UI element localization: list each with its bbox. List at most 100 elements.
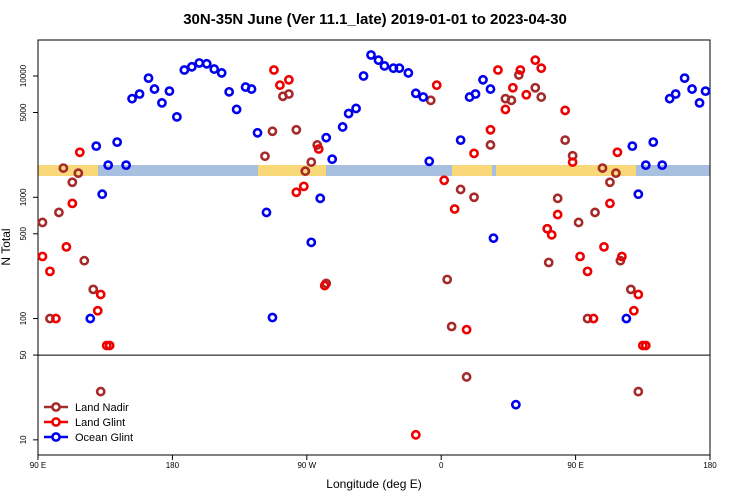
y-tick-label: 10000: [19, 64, 28, 87]
y-tick-label: 1000: [19, 188, 28, 206]
data-point: [546, 229, 557, 240]
land-strip: [38, 165, 98, 176]
data-point: [95, 289, 106, 300]
data-point: [500, 104, 511, 115]
data-point: [321, 132, 332, 143]
data-point: [424, 156, 435, 167]
data-point: [469, 148, 479, 159]
plot-frame: [37, 39, 711, 456]
x-tick-label: 0: [439, 461, 444, 470]
data-point: [611, 168, 621, 179]
data-point: [379, 61, 390, 71]
data-point: [515, 65, 526, 75]
data-point: [37, 251, 48, 262]
data-point: [605, 177, 615, 188]
data-point: [575, 251, 585, 262]
y-tick-label: 5000: [19, 103, 28, 121]
ocean-strip: [38, 165, 710, 176]
data-point: [521, 89, 532, 100]
data-point: [582, 266, 593, 277]
x-tick-label: 90 E: [567, 461, 583, 470]
data-point: [134, 89, 145, 99]
data-point: [446, 321, 457, 332]
data-point: [470, 89, 481, 99]
data-point: [366, 50, 376, 60]
data-point: [358, 71, 369, 81]
data-point: [552, 209, 563, 220]
data-point: [45, 266, 55, 277]
data-point: [252, 127, 263, 138]
data-point: [58, 163, 69, 173]
data-point: [319, 280, 330, 291]
data-point: [54, 207, 64, 218]
land-strip: [452, 165, 492, 176]
data-point: [542, 223, 553, 234]
legend-marker: [51, 417, 61, 427]
data-point: [216, 68, 227, 78]
data-point: [560, 135, 571, 146]
data-point: [164, 86, 175, 97]
y-tick-label: 500: [19, 227, 28, 241]
data-point: [267, 312, 278, 323]
data-point: [92, 305, 103, 316]
data-point: [306, 237, 317, 248]
data-point: [700, 86, 711, 97]
data-point: [201, 58, 212, 69]
data-point: [627, 141, 638, 152]
data-point: [510, 399, 521, 410]
data-point: [171, 111, 182, 122]
data-point: [315, 193, 326, 204]
data-point: [449, 204, 460, 214]
data-point: [410, 88, 421, 99]
data-point: [633, 189, 644, 200]
data-point: [275, 80, 285, 91]
data-point: [657, 160, 668, 171]
land-strip: [496, 165, 636, 176]
data-point: [431, 80, 442, 91]
legend-label: Ocean Glint: [75, 432, 133, 444]
data-point: [530, 55, 541, 66]
data-point: [343, 108, 354, 119]
data-point: [536, 92, 547, 102]
data-point: [51, 313, 61, 324]
legend-label: Land Nadir: [75, 402, 129, 414]
data-point: [186, 61, 197, 72]
data-point: [679, 73, 690, 84]
data-point: [442, 274, 453, 285]
data-point: [37, 217, 48, 228]
data-point: [530, 82, 541, 93]
data-point: [73, 168, 84, 179]
data-point: [67, 177, 78, 188]
data-point: [590, 207, 600, 218]
data-point: [313, 144, 324, 154]
land-strip: [258, 165, 326, 176]
data-point: [291, 124, 302, 135]
data-point: [439, 175, 450, 186]
data-point: [670, 89, 681, 99]
y-tick-label: 50: [19, 350, 28, 359]
legend-marker: [51, 402, 61, 412]
data-point: [552, 193, 563, 204]
data-point: [648, 137, 659, 148]
data-point: [246, 84, 257, 94]
data-point: [351, 103, 361, 114]
data-point: [79, 255, 90, 266]
y-axis-label: N Total: [0, 228, 13, 265]
data-point: [633, 386, 644, 397]
x-tick-label: 90 E: [30, 461, 46, 470]
data-point: [640, 340, 651, 351]
data-point: [573, 217, 584, 228]
data-point: [455, 135, 466, 146]
legend-marker: [51, 432, 61, 442]
data-point: [455, 184, 466, 195]
data-point: [687, 84, 697, 94]
data-point: [394, 63, 405, 74]
data-point: [664, 93, 675, 104]
land-ocean-strip: [38, 165, 710, 176]
data-point: [605, 198, 615, 209]
data-point: [485, 124, 496, 135]
data-point: [633, 289, 644, 300]
x-tick-label: 90 W: [297, 461, 316, 470]
data-point: [373, 55, 384, 66]
data-point: [418, 92, 429, 102]
